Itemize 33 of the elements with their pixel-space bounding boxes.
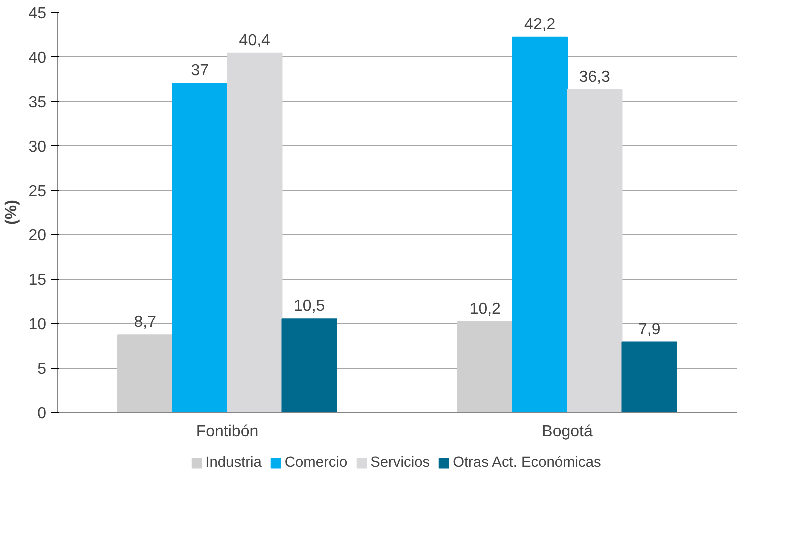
y-tick-label: 10: [28, 316, 47, 334]
y-tick-label: 15: [28, 272, 47, 290]
bar: [282, 318, 338, 412]
data-label: 10,2: [470, 300, 502, 318]
data-label: 36,3: [579, 68, 611, 86]
y-tick-label: 25: [28, 183, 47, 200]
y-tick-label: 30: [28, 138, 47, 156]
bar: [458, 321, 514, 412]
data-label: 7,9: [638, 321, 661, 338]
bar: [227, 52, 283, 412]
legend-label: Comercio: [284, 455, 348, 471]
y-tick-label: 35: [28, 94, 47, 112]
y-tick-label: 5: [38, 361, 47, 378]
data-label: 10,5: [294, 298, 326, 316]
bar: [118, 334, 174, 412]
data-label: 8,7: [134, 314, 157, 332]
bar: [622, 342, 678, 412]
data-label: 42,2: [524, 16, 556, 34]
legend-label: Otras Act. Económicas: [453, 455, 602, 471]
y-tick-label: 0: [38, 406, 47, 422]
legend-label: Servicios: [370, 455, 430, 471]
y-tick-label: 40: [28, 50, 47, 67]
y-axis-title: (%): [4, 200, 21, 225]
y-tick-label: 45: [28, 6, 47, 22]
data-label: 40,4: [239, 32, 271, 50]
legend-label: Industria: [206, 455, 262, 471]
data-label: 37: [191, 62, 210, 80]
y-tick-label: 20: [28, 228, 47, 245]
x-tick-label: Bogotá: [542, 424, 593, 440]
bar: [172, 83, 228, 412]
x-tick-label: Fontibón: [196, 424, 259, 440]
bar: [567, 89, 623, 412]
bar: [512, 36, 568, 412]
